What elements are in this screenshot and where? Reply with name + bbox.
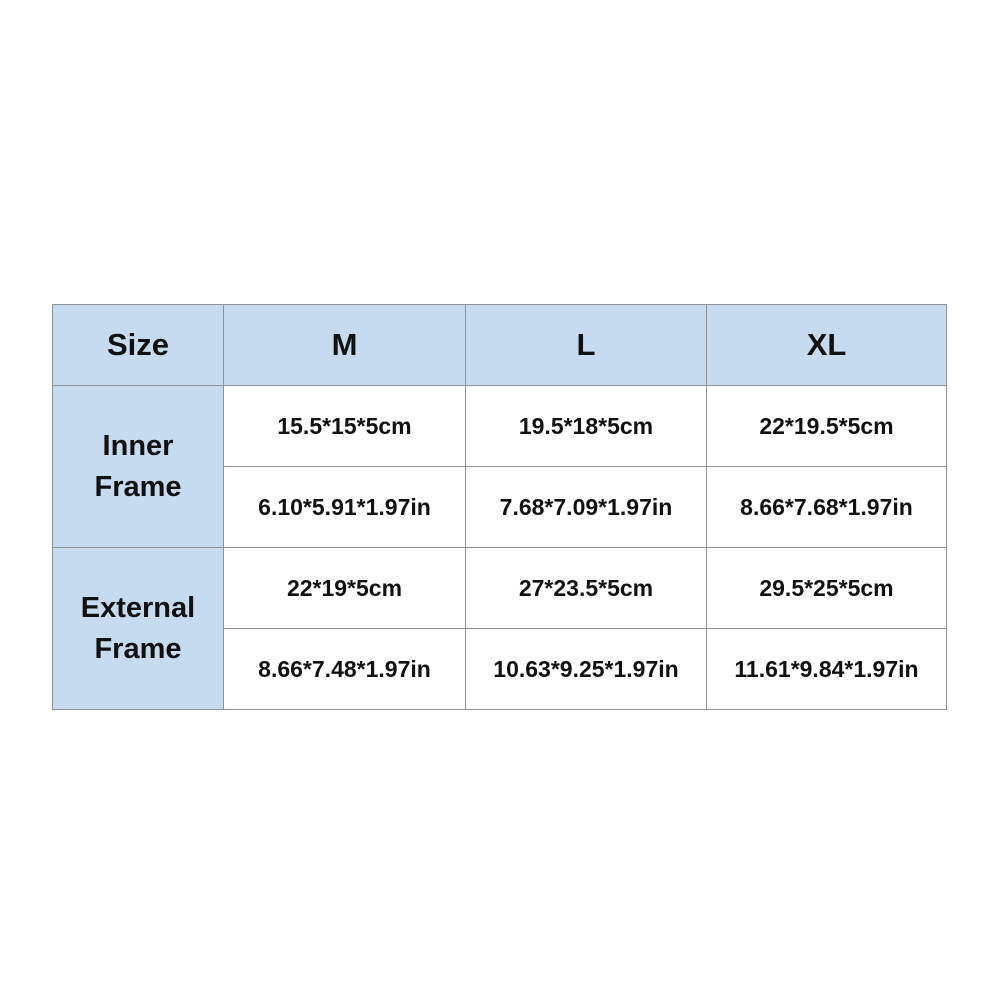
- data-row: Inner Frame 15.5*15*5cm 19.5*18*5cm 22*19.5…: [52, 385, 947, 548]
- header-cell: XL: [706, 304, 947, 386]
- group-label-cell: External Frame: [52, 547, 224, 710]
- group-label: Inner Frame: [94, 429, 182, 503]
- size-cell: 22*19*5cm: [223, 547, 466, 629]
- size-cell: 10.63*9.25*1.97in: [465, 628, 707, 710]
- size-cell: 22*19.5*5cm: [706, 385, 947, 467]
- size-cell: 27*23.5*5cm: [465, 547, 707, 629]
- data-row: External Frame 22*19*5cm 27*23.5*5cm 29.5*2…: [52, 547, 947, 710]
- size-cell: 19.5*18*5cm: [465, 385, 707, 467]
- size-cell: 29.5*25*5cm: [706, 547, 947, 629]
- size-cell: 8.66*7.68*1.97in: [706, 466, 947, 548]
- size-cell: 11.61*9.84*1.97in: [706, 628, 947, 710]
- group-label: External Frame: [80, 591, 196, 665]
- size-cell: 7.68*7.09*1.97in: [465, 466, 707, 548]
- table-body: Size M L XL Inner Frame 15.5*15*5cm 19.5*1…: [52, 304, 947, 710]
- group-label-cell: Inner Frame: [52, 385, 224, 548]
- size-cell: 6.10*5.91*1.97in: [223, 466, 466, 548]
- size-cell: 8.66*7.48*1.97in: [223, 628, 466, 710]
- header-cell: Size: [52, 304, 224, 386]
- size-cell: 15.5*15*5cm: [223, 385, 466, 467]
- header-cell: L: [465, 304, 707, 386]
- data-row: 8.66*7.48*1.97in 10.63*9.25*1.97in 11.61*9…: [53, 628, 947, 710]
- header-row: Size M L XL: [52, 304, 947, 386]
- size-table: Size M L XL Inner Frame 15.5*15*5cm 19.5*1…: [52, 304, 947, 710]
- header-cell: M: [223, 304, 466, 386]
- data-row: 6.10*5.91*1.97in 7.68*7.09*1.97in 8.66*7.6…: [53, 466, 947, 548]
